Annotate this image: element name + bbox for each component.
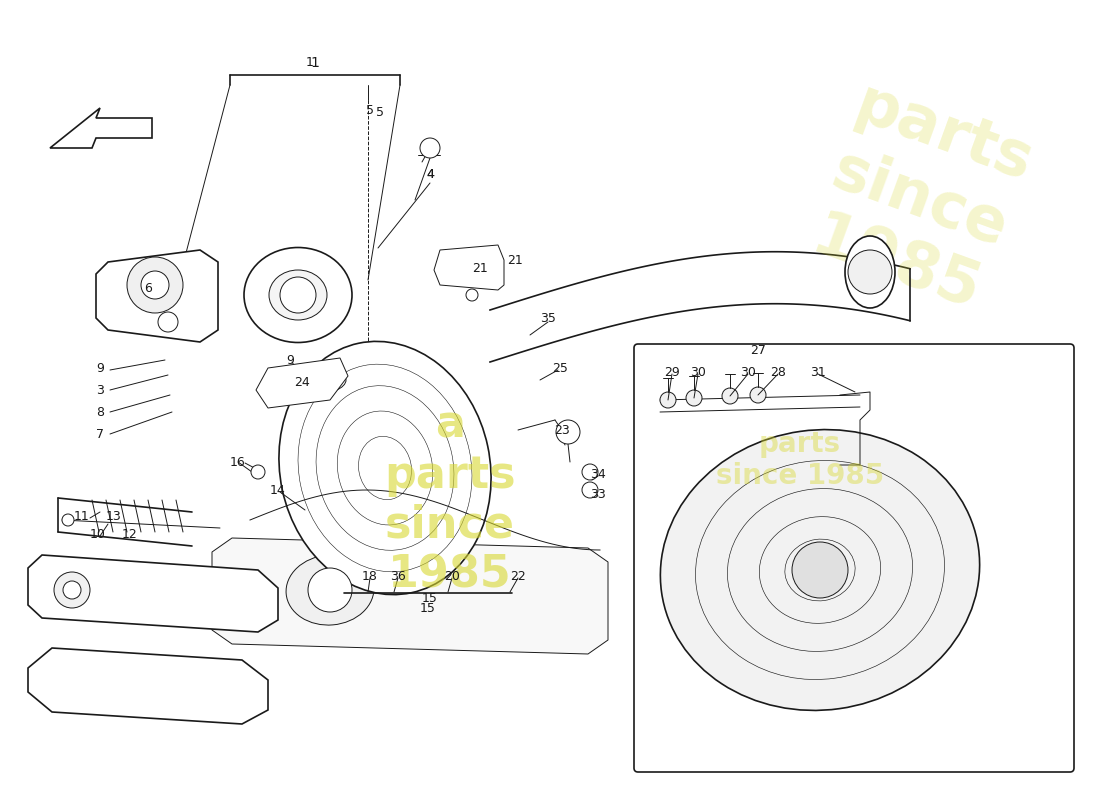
Text: 21: 21 [472,262,488,274]
Text: a
parts
since
1985: a parts since 1985 [384,404,516,596]
Text: 16: 16 [230,455,246,469]
Text: 15: 15 [420,602,436,614]
Circle shape [251,465,265,479]
Text: 5: 5 [376,106,384,118]
Polygon shape [28,648,268,724]
Circle shape [420,138,440,158]
Text: 23: 23 [554,423,570,437]
Text: 1: 1 [310,56,319,70]
Circle shape [158,312,178,332]
Text: 11: 11 [74,510,90,522]
Text: 4: 4 [426,169,433,182]
Text: 35: 35 [540,311,556,325]
Text: 15: 15 [422,591,438,605]
Text: 33: 33 [590,487,606,501]
Text: 14: 14 [271,483,286,497]
Ellipse shape [279,342,491,594]
Text: 31: 31 [810,366,826,378]
Text: 24: 24 [294,375,310,389]
Text: 3: 3 [96,383,103,397]
Ellipse shape [274,365,346,395]
Circle shape [582,464,598,480]
Text: 34: 34 [590,467,606,481]
Ellipse shape [286,555,374,625]
Polygon shape [96,250,218,342]
Text: 10: 10 [90,527,106,541]
Ellipse shape [270,270,327,320]
Text: 13: 13 [106,510,122,522]
Circle shape [466,289,478,301]
Text: 8: 8 [96,406,104,418]
Text: 7: 7 [96,427,104,441]
Text: parts
since 1985: parts since 1985 [716,430,884,490]
Circle shape [582,482,598,498]
Text: 30: 30 [740,366,756,378]
Circle shape [686,390,702,406]
Text: 25: 25 [552,362,568,374]
Circle shape [556,420,580,444]
Text: 9: 9 [96,362,103,374]
Circle shape [750,387,766,403]
Circle shape [848,250,892,294]
Text: parts
since
1985: parts since 1985 [800,75,1041,325]
Text: 4: 4 [426,169,433,182]
Ellipse shape [845,236,895,308]
Text: 21: 21 [507,254,522,266]
Circle shape [792,542,848,598]
Text: 18: 18 [362,570,378,582]
Text: 5: 5 [366,103,374,117]
Text: 20: 20 [444,570,460,582]
Text: 1: 1 [306,55,313,69]
Text: 6: 6 [144,282,152,294]
Polygon shape [434,245,504,290]
Polygon shape [28,555,278,632]
Circle shape [722,388,738,404]
Polygon shape [212,538,608,654]
Circle shape [660,392,676,408]
Text: 22: 22 [510,570,526,582]
Text: 30: 30 [690,366,706,378]
Ellipse shape [244,247,352,342]
Circle shape [63,581,81,599]
Circle shape [54,572,90,608]
Text: 29: 29 [664,366,680,378]
Circle shape [126,257,183,313]
Text: 28: 28 [770,366,785,378]
Circle shape [62,514,74,526]
Polygon shape [256,358,348,408]
FancyBboxPatch shape [634,344,1074,772]
Text: 36: 36 [390,570,406,582]
Circle shape [308,568,352,612]
Text: 27: 27 [750,343,766,357]
Circle shape [141,271,169,299]
Ellipse shape [660,430,980,710]
Text: 12: 12 [122,527,138,541]
Polygon shape [50,108,152,148]
Text: 9: 9 [286,354,294,366]
Circle shape [280,277,316,313]
